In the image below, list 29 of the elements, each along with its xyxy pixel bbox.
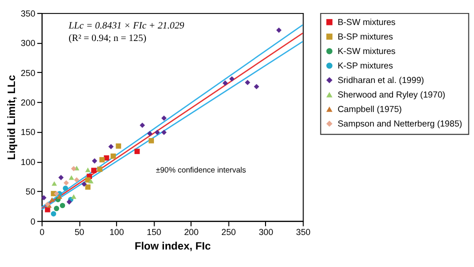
y-tick-label: 250 — [20, 68, 36, 78]
y-tick-label: 100 — [20, 156, 36, 167]
x-tick-label: 200 — [184, 226, 199, 237]
legend-label: Sridharan et al. (1999) — [338, 75, 424, 86]
y-axis-title: Liquid Limit, LLc — [6, 74, 18, 160]
annotation: ±90% confidence intervals — [156, 166, 246, 175]
y-tick-label: 150 — [20, 127, 36, 138]
legend-label: Sherwood and Ryley (1970) — [338, 90, 446, 100]
x-tick-label: 50 — [74, 226, 84, 237]
legend-label: B-SW mixtures — [338, 17, 396, 28]
x-tick-label: 300 — [258, 226, 274, 237]
y-tick-label: 350 — [20, 8, 36, 18]
x-tick-label: 0 — [40, 226, 45, 237]
x-tick-label: 100 — [109, 226, 124, 237]
y-tick-label: 300 — [20, 38, 36, 48]
x-axis-title: Flow index, FIc — [134, 240, 211, 252]
legend-label: Campbell (1975) — [338, 104, 402, 114]
legend-label: K-SP mixtures — [338, 60, 394, 71]
annotation: (R² = 0.94; n = 125) — [68, 33, 146, 44]
y-tick-label: 200 — [20, 97, 36, 108]
annotation: LLc = 0.8431 × FIc + 21.029 — [68, 20, 184, 32]
x-tick-label: 150 — [146, 226, 162, 237]
y-tick-label: 50 — [26, 186, 36, 197]
legend-label: B-SP mixtures — [338, 32, 394, 42]
x-tick-label: 350 — [296, 226, 311, 237]
legend-label: K-SW mixtures — [338, 46, 396, 56]
y-tick-label: 0 — [30, 216, 36, 226]
legend-label: Sampson and Netterberg (1985) — [338, 118, 462, 129]
x-tick-label: 250 — [221, 226, 236, 237]
